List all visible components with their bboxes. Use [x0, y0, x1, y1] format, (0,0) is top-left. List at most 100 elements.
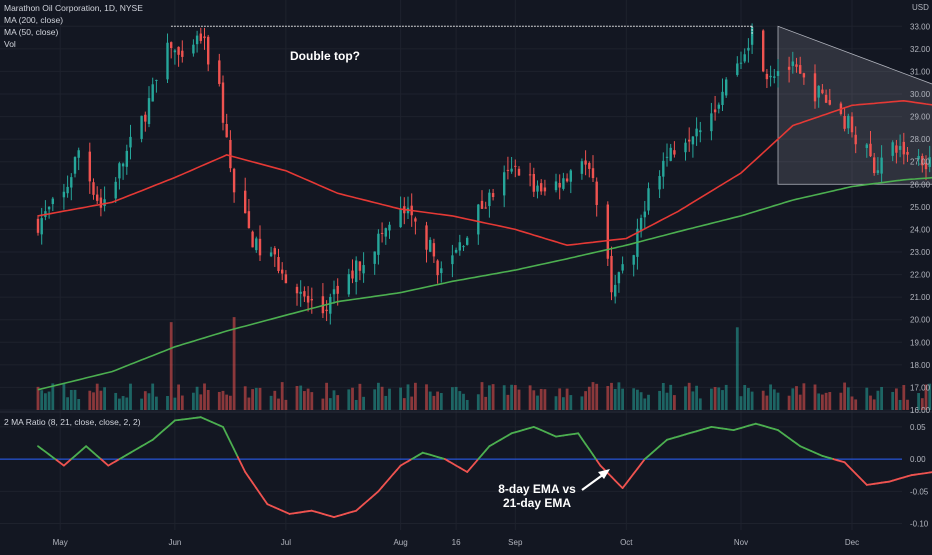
y-tick-label: 32.00 — [910, 45, 931, 54]
volume-bar — [803, 383, 806, 410]
candle-body — [66, 187, 68, 193]
candle-body — [37, 219, 39, 233]
volume-bar — [854, 399, 857, 410]
volume-bar — [632, 388, 635, 410]
symbol-title[interactable]: Marathon Oil Corporation, 1D, NYSE — [4, 3, 143, 14]
candle-body — [140, 116, 142, 139]
candle-body — [488, 193, 490, 206]
arrow-shaft — [582, 474, 604, 490]
y-tick-label: 18.00 — [910, 361, 931, 370]
osc-line-seg — [253, 483, 257, 488]
volume-bar — [425, 384, 428, 410]
volume-bar — [828, 392, 831, 410]
osc-line-seg — [641, 459, 645, 464]
osc-line-seg — [582, 439, 586, 444]
volume-bar — [592, 382, 595, 410]
volume-bar — [403, 398, 406, 410]
candle-body — [559, 183, 561, 188]
legend-volume[interactable]: Vol — [4, 39, 16, 50]
candle-body — [381, 233, 383, 234]
candle-body — [588, 163, 590, 169]
volume-bar — [225, 395, 228, 410]
y-tick-label: 26.00 — [910, 180, 931, 189]
osc-line-seg — [256, 488, 260, 493]
y-tick-label: 27.00 — [910, 158, 931, 167]
candle-body — [662, 161, 664, 177]
volume-bar — [77, 399, 80, 410]
volume-bar — [880, 387, 883, 410]
candle-body — [174, 50, 176, 52]
candle-body — [847, 116, 849, 128]
volume-bar — [407, 384, 410, 410]
candle-body — [777, 71, 779, 76]
candle-body — [307, 296, 309, 303]
candle-body — [218, 60, 220, 84]
volume-bar — [296, 386, 299, 410]
candle-body — [621, 264, 623, 270]
candle-body — [248, 211, 250, 228]
candle-body — [48, 207, 50, 210]
x-tick-label: Nov — [734, 538, 748, 547]
candle-body — [277, 257, 279, 271]
candle-body — [492, 193, 494, 197]
candle-body — [880, 158, 882, 174]
volume-bar — [588, 387, 591, 410]
candle-body — [229, 140, 231, 168]
legend-ma50[interactable]: MA (50, close) — [4, 27, 58, 38]
candle-body — [351, 271, 353, 279]
volume-bar — [181, 396, 184, 410]
x-tick-label: Aug — [393, 538, 407, 547]
osc-y-tick-label: 0.00 — [910, 455, 926, 464]
candle-body — [144, 115, 146, 122]
candle-body — [740, 63, 742, 64]
volume-bar — [381, 387, 384, 410]
candle-body — [115, 182, 117, 199]
volume-bar — [618, 382, 621, 410]
volume-bar — [333, 390, 336, 410]
candle-body — [692, 137, 694, 145]
candle-body — [614, 285, 616, 297]
volume-bar — [255, 388, 258, 410]
oscillator-pane — [0, 417, 932, 523]
candle-body — [744, 54, 746, 61]
candle-body — [821, 90, 823, 94]
candle-body — [129, 137, 131, 148]
oscillator-title[interactable]: 2 MA Ratio (8, 21, close, close, 2, 2) — [4, 417, 141, 428]
candle-body — [296, 287, 298, 293]
volume-bar — [544, 389, 547, 410]
candle-body — [607, 205, 609, 259]
volume-bar — [518, 390, 521, 410]
candle-body — [710, 113, 712, 131]
candle-body — [451, 255, 453, 264]
candle-body — [270, 252, 272, 256]
volume-bar — [244, 386, 247, 410]
volume-bar — [692, 391, 695, 410]
ema-label-line1: 8-day EMA vs — [492, 482, 582, 496]
volume-bar — [122, 396, 125, 410]
volume-bar — [684, 386, 687, 410]
candle-body — [899, 146, 901, 150]
candle-body — [274, 248, 276, 254]
candle-body — [762, 31, 764, 72]
candle-body — [873, 157, 875, 173]
candle-body — [414, 218, 416, 221]
volume-bar — [51, 383, 54, 410]
volume-bar — [614, 389, 617, 410]
osc-line-seg — [586, 444, 590, 449]
candle-body — [544, 187, 546, 191]
candle-body — [425, 225, 427, 249]
volume-bar — [440, 393, 443, 410]
volume-bar — [103, 387, 106, 410]
volume-bar — [151, 384, 154, 410]
volume-bar — [336, 395, 339, 410]
osc-line-seg — [242, 465, 246, 473]
volume-bar — [906, 400, 909, 410]
candle-body — [829, 100, 831, 105]
candle-body — [466, 238, 468, 245]
legend-ma200[interactable]: MA (200, close) — [4, 15, 63, 26]
candle-body — [562, 178, 564, 189]
candle-body — [333, 289, 335, 294]
volume-bar — [558, 388, 561, 410]
candle-body — [584, 160, 586, 164]
candle-body — [74, 157, 76, 174]
